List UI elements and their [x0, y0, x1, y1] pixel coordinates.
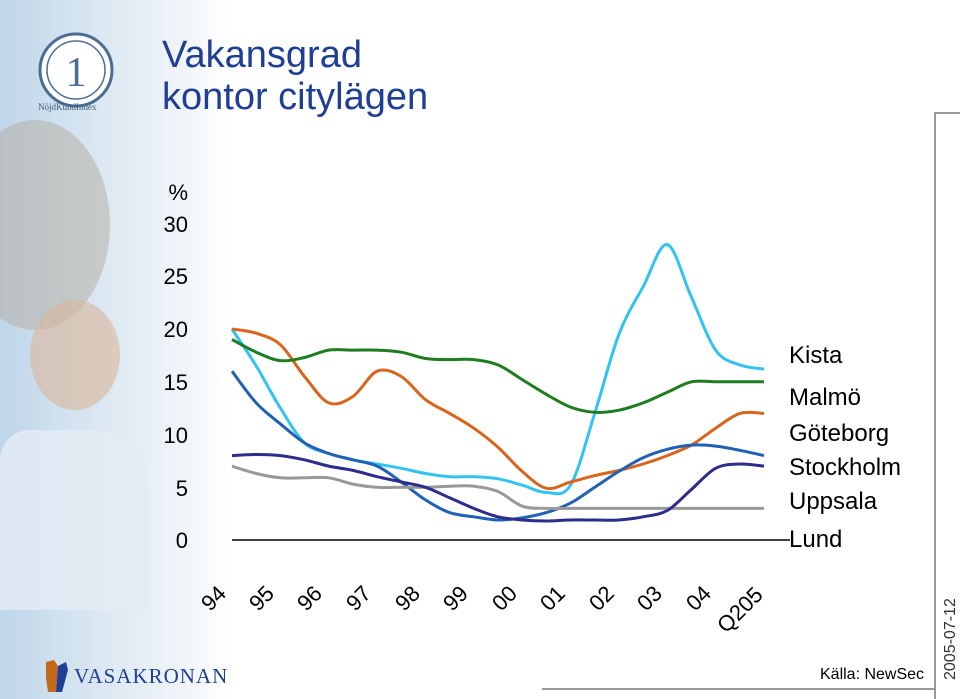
- title-line-1: Vakansgrad: [162, 34, 362, 76]
- series-line-malmo: [231, 327, 765, 491]
- nojdkundindex-seal-icon: 1: [38, 32, 114, 108]
- series-line-stockholm: [230, 370, 765, 522]
- logo-label: VASAKRONAN: [74, 664, 229, 688]
- photo-figure-shirt: [0, 430, 150, 610]
- frame-line-right: [934, 112, 936, 699]
- title-line-2: kontor citylägen: [162, 76, 429, 118]
- y-tick-label: 5: [175, 476, 188, 501]
- y-axis-unit-label: %: [168, 180, 188, 205]
- y-tick-label: 20: [163, 317, 188, 342]
- legend-item-stockholm: Stockholm: [789, 454, 902, 481]
- legend-item-goteborg: Göteborg: [789, 420, 890, 447]
- svg-text:1: 1: [66, 50, 87, 96]
- legend-item-uppsala: Uppsala: [789, 488, 878, 515]
- series-line-kista: [230, 243, 765, 496]
- y-tick-label: 30: [163, 212, 188, 237]
- frame-line-top: [934, 112, 960, 114]
- source-note: Källa: NewSec: [820, 666, 925, 683]
- page-title: Vakansgrad kontor citylägen: [162, 34, 428, 118]
- photo-figure-woman: [30, 300, 120, 410]
- legend-item-malmo: Malmö: [789, 384, 862, 411]
- series-line-lund: [231, 453, 765, 523]
- series-line-uppsala: [231, 464, 764, 511]
- y-tick-label: 0: [175, 528, 188, 553]
- background-photo: [0, 0, 230, 699]
- vasakronan-logo-icon: [46, 660, 68, 692]
- seal-label: NöjdKundIndex: [38, 102, 97, 112]
- y-tick-label: 25: [163, 264, 188, 289]
- frame-line-bottom: [542, 688, 934, 690]
- y-tick-label: 15: [163, 370, 188, 395]
- y-tick-label: 10: [163, 423, 188, 448]
- series-line-goteborg: [231, 338, 764, 414]
- legend-item-kista: Kista: [789, 342, 843, 369]
- date-stamp: 2005-07-12: [942, 598, 959, 680]
- series-layer: [230, 243, 765, 523]
- legend-item-lund: Lund: [789, 526, 843, 553]
